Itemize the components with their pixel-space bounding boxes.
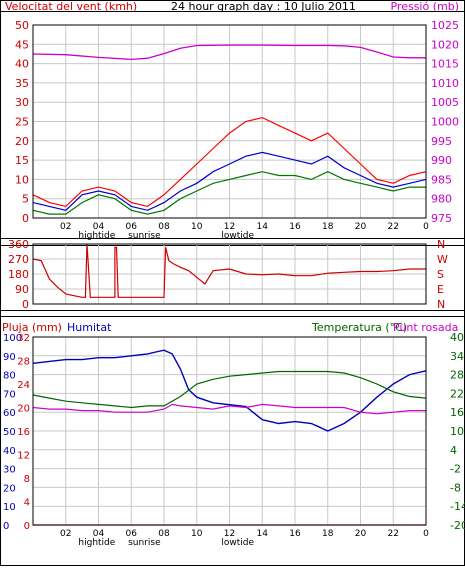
x-tick-label: 20 (355, 222, 367, 232)
x-tick-label: 14 (257, 222, 269, 232)
temperature-tick-label: 10 (450, 425, 464, 438)
wind-tick-label: 45 (15, 38, 29, 51)
humidity-tick-label: 40 (3, 446, 16, 457)
x-event-sunrise: sunrise (128, 538, 161, 548)
rain-tick-label: 28 (17, 357, 30, 368)
x-tick-label: 10 (191, 529, 203, 539)
temperature-tick-label: 16 (450, 406, 464, 419)
rain-tick-label: 4 (24, 498, 30, 509)
temperature-tick-label: -14 (450, 500, 465, 513)
x-event-sunrise: sunrise (128, 231, 161, 241)
x-tick-label: 18 (322, 529, 334, 539)
direction-tick-label: 360 (8, 238, 29, 251)
x-event-hightide: hightide (78, 538, 115, 548)
x-event-hightide: hightide (78, 231, 115, 241)
humidity-tick-label: 80 (3, 371, 16, 382)
wind-tick-label: 25 (15, 116, 29, 129)
direction-tick-label: 180 (8, 268, 29, 281)
temperature-tick-label: -2 (450, 463, 461, 476)
rain-tick-label: 20 (17, 404, 30, 415)
direction-tick-label: 0 (22, 298, 29, 311)
rain-tick-label: 16 (17, 427, 30, 438)
wind-tick-label: 50 (15, 19, 29, 32)
dewpoint-label: Punt rosada (393, 321, 458, 334)
pressure-tick-label: 995 (431, 135, 452, 148)
x-event-lowtide: lowtide (221, 231, 254, 241)
x-event-lowtide: lowtide (221, 538, 254, 548)
humidity-tick-label: 0 (3, 521, 9, 532)
temperature-tick-label: -8 (450, 481, 461, 494)
rain-tick-label: 0 (24, 521, 30, 532)
wind-speed-label: Velocitat del vent (kmh) (5, 0, 137, 13)
pressure-tick-label: 985 (431, 173, 452, 186)
compass-label: E (437, 283, 444, 296)
humidity-label: Humitat (67, 321, 112, 334)
x-tick-label: 22 (388, 529, 399, 539)
direction-tick-label: 90 (15, 283, 29, 296)
pressure-tick-label: 1000 (431, 116, 459, 129)
humidity-tick-label: 20 (3, 483, 16, 494)
wind-tick-label: 40 (15, 58, 29, 71)
chart-title: 24 hour graph day : 10 Julio 2011 (171, 0, 356, 13)
humidity-tick-label: 10 (3, 502, 16, 513)
temperature-tick-label: 4 (450, 444, 457, 457)
wind-tick-label: 10 (15, 173, 29, 186)
pressure-tick-label: 1015 (431, 58, 459, 71)
humidity-tick-label: 50 (3, 427, 16, 438)
pressure-tick-label: 980 (431, 193, 452, 206)
wind-tick-label: 20 (15, 135, 29, 148)
pressure-tick-label: 1005 (431, 96, 459, 109)
rain-tick-label: 24 (17, 380, 30, 391)
pressure-tick-label: 990 (431, 154, 452, 167)
x-tick-label: 0 (423, 222, 429, 232)
direction-tick-label: 270 (8, 253, 29, 266)
wind-tick-label: 0 (22, 212, 29, 225)
temperature-tick-label: 34 (450, 350, 464, 363)
x-tick-label: 18 (322, 222, 334, 232)
pressure-tick-label: 1010 (431, 77, 459, 90)
wind-tick-label: 15 (15, 154, 29, 167)
x-tick-label: 10 (191, 222, 203, 232)
rain-tick-label: 8 (24, 474, 30, 485)
compass-label: N (437, 298, 445, 311)
humidity-tick-label: 90 (3, 352, 16, 363)
compass-label: W (437, 253, 448, 266)
wind-tick-label: 5 (22, 193, 29, 206)
humidity-tick-label: 70 (3, 389, 16, 400)
pressure-label: Pressió (mb) (390, 0, 459, 13)
pressure-tick-label: 1020 (431, 38, 459, 51)
rain-tick-label: 32 (17, 333, 30, 344)
humidity-tick-label: 30 (3, 465, 16, 476)
compass-label: S (437, 268, 444, 281)
pressure-tick-label: 1025 (431, 19, 459, 32)
pressure-tick-label: 975 (431, 212, 452, 225)
compass-label: N (437, 238, 445, 251)
x-tick-label: 02 (60, 222, 71, 232)
rain-tick-label: 12 (17, 451, 30, 462)
x-tick-label: 22 (388, 222, 399, 232)
temperature-tick-label: -20 (450, 519, 465, 532)
wind-tick-label: 35 (15, 77, 29, 90)
temperature-tick-label: 40 (450, 331, 464, 344)
x-tick-label: 0 (423, 529, 429, 539)
humidity-tick-label: 60 (3, 408, 16, 419)
temperature-tick-label: 28 (450, 369, 464, 382)
x-tick-label: 16 (289, 529, 301, 539)
wind-tick-label: 30 (15, 96, 29, 109)
temperature-tick-label: 22 (450, 387, 464, 400)
x-tick-label: 20 (355, 529, 367, 539)
x-tick-label: 16 (289, 222, 301, 232)
x-tick-label: 02 (60, 529, 71, 539)
x-tick-label: 14 (257, 529, 269, 539)
